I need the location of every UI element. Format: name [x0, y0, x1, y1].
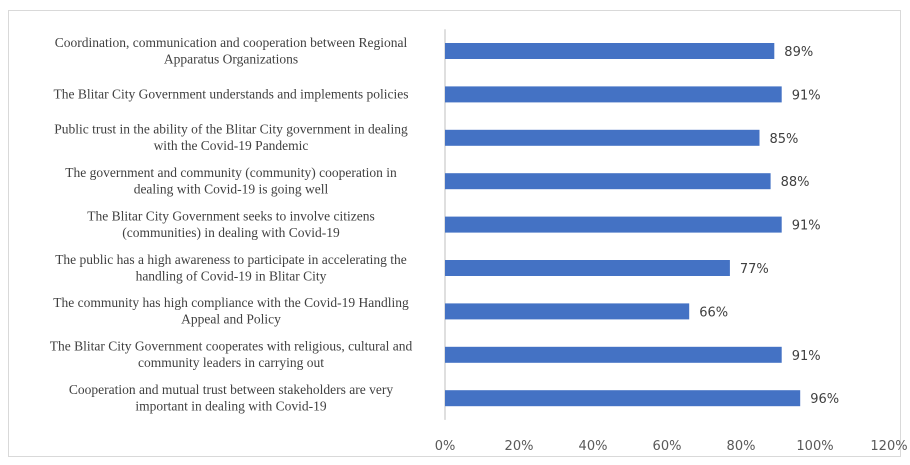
- value-label: 91%: [792, 349, 821, 364]
- category-label-line: Appeal and Policy: [181, 312, 281, 327]
- bar: [445, 390, 801, 407]
- category-label-line: dealing with Covid-19 is going well: [134, 181, 329, 196]
- x-tick-label: 60%: [653, 439, 682, 454]
- value-label: 96%: [810, 392, 839, 407]
- value-label: 91%: [792, 219, 821, 234]
- value-label: 77%: [740, 262, 769, 277]
- category-label-line: community leaders in carrying out: [138, 355, 324, 370]
- x-tick-label: 0%: [435, 439, 456, 454]
- chart-frame: [8, 10, 901, 457]
- bars-group: [445, 43, 801, 407]
- category-label-line: with the Covid-19 Pandemic: [154, 138, 309, 153]
- category-label-line: Public trust in the ability of the Blita…: [54, 122, 408, 137]
- value-labels-group: 89% 91% 85% 88% 91% 77% 66% 91% 96%: [699, 45, 839, 407]
- category-label: The community has high compliance with t…: [53, 295, 409, 327]
- category-label: The government and community (community)…: [65, 165, 397, 197]
- x-tick-label: 40%: [579, 439, 608, 454]
- value-label: 88%: [781, 175, 810, 190]
- category-label: The Blitar City Government seeks to invo…: [87, 208, 375, 240]
- bar: [445, 43, 775, 59]
- bar: [445, 260, 730, 276]
- value-label: 85%: [770, 132, 799, 147]
- category-label: The Blitar City Government understands a…: [53, 86, 408, 101]
- category-label-line: The public has a high awareness to parti…: [55, 252, 407, 267]
- category-labels-group: Coordination, communication and cooperat…: [50, 35, 413, 414]
- bar: [445, 86, 782, 103]
- category-label: Cooperation and mutual trust between sta…: [69, 382, 394, 414]
- category-label: Public trust in the ability of the Blita…: [54, 122, 408, 154]
- bar: [445, 173, 771, 190]
- bar: [445, 303, 690, 320]
- bar: [445, 216, 782, 233]
- value-label: 89%: [784, 45, 813, 60]
- category-label: The Blitar City Government cooperates wi…: [50, 339, 413, 371]
- bar: [445, 129, 760, 146]
- value-label: 66%: [699, 305, 728, 320]
- category-label: The public has a high awareness to parti…: [55, 252, 407, 284]
- category-label-line: The Blitar City Government understands a…: [53, 86, 408, 101]
- x-tick-label: 20%: [505, 439, 534, 454]
- tick-labels-group: 0% 20% 40% 60% 80% 100% 120%: [435, 439, 908, 454]
- x-tick-label: 80%: [727, 439, 756, 454]
- category-label-line: Coordination, communication and cooperat…: [55, 35, 408, 50]
- category-label-line: Apparatus Organizations: [164, 51, 298, 66]
- category-label-line: important in dealing with Covid-19: [135, 398, 326, 413]
- category-label-line: handling of Covid-19 in Blitar City: [136, 268, 327, 283]
- category-label-line: The government and community (community)…: [65, 165, 397, 180]
- category-label: Coordination, communication and cooperat…: [55, 35, 408, 67]
- category-label-line: (communities) in dealing with Covid-19: [122, 225, 340, 240]
- category-label-line: The Blitar City Government cooperates wi…: [50, 339, 413, 354]
- x-tick-label: 100%: [796, 439, 833, 454]
- bar: [445, 346, 782, 363]
- category-label-line: Cooperation and mutual trust between sta…: [69, 382, 394, 397]
- x-tick-label: 120%: [870, 439, 907, 454]
- value-label: 91%: [792, 88, 821, 103]
- category-label-line: The community has high compliance with t…: [53, 295, 409, 310]
- category-label-line: The Blitar City Government seeks to invo…: [87, 208, 375, 223]
